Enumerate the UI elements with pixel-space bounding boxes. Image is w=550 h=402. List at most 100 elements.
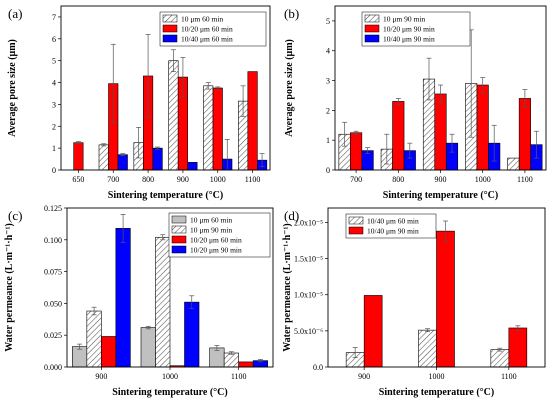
- panel-label: (a): [8, 6, 22, 21]
- y-tick-label: 1.5x10⁻⁵: [294, 255, 323, 264]
- bar: [247, 71, 258, 171]
- x-tick-label: 800: [392, 175, 404, 184]
- bar: [223, 352, 239, 368]
- legend-swatch: [171, 235, 187, 244]
- bar: [518, 98, 531, 171]
- bar: [434, 93, 447, 171]
- legend-label: 10 μm 90 min: [190, 226, 232, 235]
- bar: [73, 142, 84, 171]
- legend-label: 10/40 μm 60 min: [181, 35, 233, 44]
- legend-swatch: [364, 34, 380, 43]
- legend-label: 10/40 μm 90 min: [367, 227, 419, 236]
- bar: [436, 230, 455, 368]
- y-tick-label: 5: [52, 57, 56, 66]
- x-axis-label: Sintering temperature (°C): [383, 190, 498, 201]
- plot-frame: [334, 5, 547, 171]
- x-tick-label: 900: [177, 175, 189, 184]
- bar: [203, 85, 214, 171]
- bar: [507, 157, 520, 171]
- plot-frame: [66, 207, 274, 368]
- y-tick-label: 1: [52, 144, 56, 153]
- bar: [476, 84, 489, 171]
- y-tick-label: 0.075: [44, 268, 62, 277]
- bar: [98, 144, 109, 171]
- legend-swatch: [171, 215, 187, 224]
- legend-label: 10/20 μm 90 min: [190, 246, 242, 255]
- x-tick-label: 900: [358, 372, 370, 381]
- bar: [490, 349, 510, 368]
- legend-label: 10 μm 60 min: [190, 216, 232, 225]
- y-tick-label: 7: [52, 13, 56, 22]
- legend-label: 10 μm 90 min: [383, 15, 425, 24]
- x-tick-label: 1100: [231, 372, 247, 381]
- bar: [212, 87, 223, 171]
- x-tick-label: 800: [142, 175, 154, 184]
- plot-frame: [327, 207, 546, 368]
- plot-frame: [60, 5, 271, 171]
- bar: [152, 147, 163, 171]
- y-tick-label: 5: [326, 17, 330, 26]
- x-tick-label: 1000: [162, 372, 178, 381]
- x-tick-label: 700: [350, 175, 362, 184]
- legend-swatch: [364, 24, 380, 33]
- y-tick-label: 0.125: [44, 204, 62, 213]
- x-tick-label: 650: [72, 175, 84, 184]
- bar: [350, 132, 363, 171]
- y-tick-label: 1: [326, 136, 330, 145]
- bar: [155, 236, 171, 368]
- bar: [363, 295, 383, 368]
- x-axis-label: Sintering temperature (°C): [112, 387, 227, 398]
- legend-label: 10/20 μm 60 min: [181, 25, 233, 34]
- y-tick-label: 0.100: [44, 236, 62, 245]
- legend-swatch: [162, 24, 178, 33]
- y-tick-label: 2: [52, 122, 56, 131]
- y-tick-label: 2.0x10⁻⁵: [294, 218, 323, 227]
- chart-panel-2: (b) 700 800 900 1000 1100 0 1 2 3 4 5 Sintering temp…: [284, 5, 547, 201]
- panel-label: (c): [8, 208, 22, 223]
- legend-box: [159, 11, 267, 47]
- x-tick-label: 1000: [210, 175, 226, 184]
- bar: [418, 329, 437, 368]
- x-tick-label: 900: [435, 175, 447, 184]
- x-tick-label: 1000: [429, 372, 445, 381]
- y-tick-label: 0.050: [44, 299, 62, 308]
- bar: [117, 154, 128, 171]
- y-tick-label: 4: [326, 47, 330, 56]
- legend-swatch: [162, 14, 178, 23]
- bar: [392, 101, 405, 171]
- legend-swatch: [162, 34, 178, 43]
- legend-label: 10/20 μm 90 min: [383, 25, 435, 34]
- y-tick-label: 0.000: [44, 363, 62, 372]
- bar: [508, 327, 528, 368]
- x-tick-label: 1100: [517, 175, 533, 184]
- x-axis-label: Sintering temperature (°C): [379, 387, 494, 398]
- legend-swatch: [348, 226, 364, 235]
- chart-panel-1: (a) 650 700 800 900 1000 1100 0 1 2 3 4 5 6 7 Sintering…: [7, 5, 271, 201]
- x-tick-label: 700: [107, 175, 119, 184]
- legend-label: 10/40 μm 60 min: [367, 217, 419, 226]
- bar: [184, 301, 200, 368]
- x-tick-label: 1100: [245, 175, 261, 184]
- x-axis-label: Sintering temperature (°C): [108, 190, 223, 201]
- bar: [140, 327, 156, 368]
- bar: [72, 346, 88, 368]
- bar: [101, 336, 117, 368]
- y-tick-label: 5.0x10⁻⁶: [294, 327, 323, 336]
- panel-label: (d): [284, 208, 299, 223]
- chart-panel-4: (d) 900 1000 1100 0.0 5.0x10⁻⁶ 1.0x10⁻⁵ 1.5x10⁻…: [282, 207, 546, 398]
- x-tick-label: 900: [95, 372, 107, 381]
- legend-box: [361, 11, 471, 47]
- y-tick-label: 2: [326, 106, 330, 115]
- y-axis-label: Average pore size (μm): [284, 39, 295, 137]
- y-tick-label: 4: [52, 79, 56, 88]
- x-tick-label: 1000: [475, 175, 491, 184]
- panel-label: (b): [284, 6, 299, 21]
- bar: [238, 361, 254, 368]
- bar: [86, 310, 102, 368]
- legend-label: 10/40 μm 90 min: [383, 35, 435, 44]
